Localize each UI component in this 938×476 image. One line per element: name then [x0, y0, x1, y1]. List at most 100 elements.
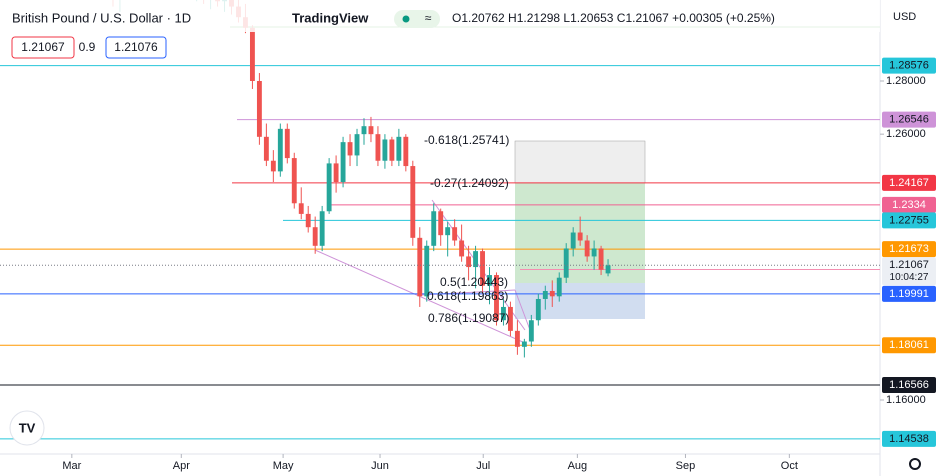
candle-body — [410, 166, 416, 238]
candle-body — [249, 27, 255, 81]
logo[interactable] — [9, 410, 45, 446]
buy-button[interactable] — [105, 36, 167, 59]
price-tag-label: 1.2334 — [892, 199, 926, 211]
y-tick-label: 1.28000 — [886, 75, 926, 87]
candle-body — [514, 330, 520, 347]
candle-body — [270, 160, 276, 172]
status-icon: ≈ — [425, 11, 432, 25]
candle-body — [563, 248, 569, 278]
x-tick-label: Jun — [371, 460, 389, 472]
fib-label: -0.618(1.25741) — [424, 133, 509, 147]
last-price-tag — [882, 257, 936, 286]
price-tag — [882, 57, 936, 74]
price-tag — [882, 337, 936, 354]
candle-body — [459, 240, 465, 257]
candle-body — [396, 136, 402, 161]
price-tag — [882, 196, 936, 213]
candle-body — [375, 134, 381, 161]
x-tick-label: Aug — [568, 460, 588, 472]
price-tag-label: 1.21673 — [889, 243, 929, 255]
candle-body — [577, 232, 583, 241]
countdown: 10:04:27 — [890, 272, 929, 283]
candle-body — [424, 245, 430, 297]
brand: TradingView — [292, 10, 369, 25]
last-price-label: 1.21067 — [889, 259, 929, 271]
candle-body — [431, 211, 437, 246]
price-tag-label: 1.22755 — [889, 214, 929, 226]
candle-body — [333, 163, 339, 183]
candle-body — [466, 256, 472, 268]
y-tick-label: 1.16000 — [886, 394, 926, 406]
price-tag — [882, 174, 936, 191]
status-dot — [402, 15, 410, 23]
fib-zone-blue — [515, 283, 645, 319]
candle-body — [501, 306, 506, 321]
candle-body — [417, 237, 423, 297]
candle-body — [535, 298, 541, 321]
sell-price: 1.21067 — [21, 40, 65, 54]
candle-body — [326, 163, 332, 212]
candle-body — [556, 277, 562, 297]
candle-body — [389, 139, 395, 161]
fib-label: 0.618(1.19863) — [427, 289, 508, 303]
price-tag-label: 1.26546 — [889, 114, 929, 126]
fib-label: 0.786(1.19087) — [428, 311, 509, 325]
candle-body — [403, 136, 409, 167]
fib-zone-gray — [514, 140, 646, 184]
candle-body — [521, 341, 527, 347]
candle-body — [263, 136, 269, 161]
price-tag — [882, 430, 936, 447]
price-tag-label: 1.18061 — [889, 339, 929, 351]
candle-body — [438, 211, 444, 236]
candle-body — [305, 213, 311, 228]
candle-body — [598, 248, 604, 270]
fib-label: -0.27(1.24092) — [430, 176, 509, 190]
x-tick-label: Sep — [676, 460, 696, 472]
price-tag — [882, 285, 936, 302]
candle-body — [445, 227, 451, 236]
candle-body — [528, 320, 534, 342]
price-tag-label: 1.28576 — [889, 60, 929, 72]
price-tag — [882, 212, 936, 229]
candle-body — [542, 290, 548, 299]
candle-body — [549, 290, 555, 297]
price-tag-label: 1.24167 — [889, 177, 929, 189]
x-tick-label: Jul — [476, 460, 490, 472]
price-tag — [882, 241, 936, 258]
candle-body — [312, 227, 318, 246]
currency[interactable]: USD — [893, 11, 916, 23]
status-pill[interactable] — [394, 10, 440, 28]
x-tick-label: Oct — [781, 460, 798, 472]
candle-body — [354, 134, 360, 156]
fib-label: 0.5(1.20443) — [440, 275, 508, 289]
candle-body — [284, 128, 290, 159]
candle-body — [298, 203, 304, 214]
sell-button[interactable] — [11, 36, 75, 59]
buy-price: 1.21076 — [114, 40, 158, 54]
spread: 0.9 — [79, 40, 96, 54]
x-tick-label: Mar — [62, 460, 81, 472]
candle-body — [319, 211, 325, 246]
symbol-title[interactable]: British Pound / U.S. Dollar · 1D — [12, 10, 191, 25]
candle-body — [256, 80, 262, 137]
candle-body — [277, 128, 283, 172]
candle-body — [361, 126, 367, 135]
candle-body — [368, 126, 374, 135]
x-tick-label: May — [273, 460, 294, 472]
price-tag-label: 1.19991 — [889, 288, 929, 300]
candle-body — [507, 306, 513, 331]
candle-body — [452, 227, 458, 241]
y-tick-label: 1.26000 — [886, 128, 926, 140]
price-tag — [882, 376, 936, 393]
candle-body — [570, 232, 576, 249]
candle-body — [291, 158, 297, 204]
candle-body — [473, 251, 479, 268]
x-tick-label: Apr — [173, 460, 190, 472]
settings[interactable] — [909, 458, 921, 470]
price-tag-label: 1.16566 — [889, 379, 929, 391]
candle-body — [605, 265, 611, 274]
candle-body — [494, 275, 499, 321]
